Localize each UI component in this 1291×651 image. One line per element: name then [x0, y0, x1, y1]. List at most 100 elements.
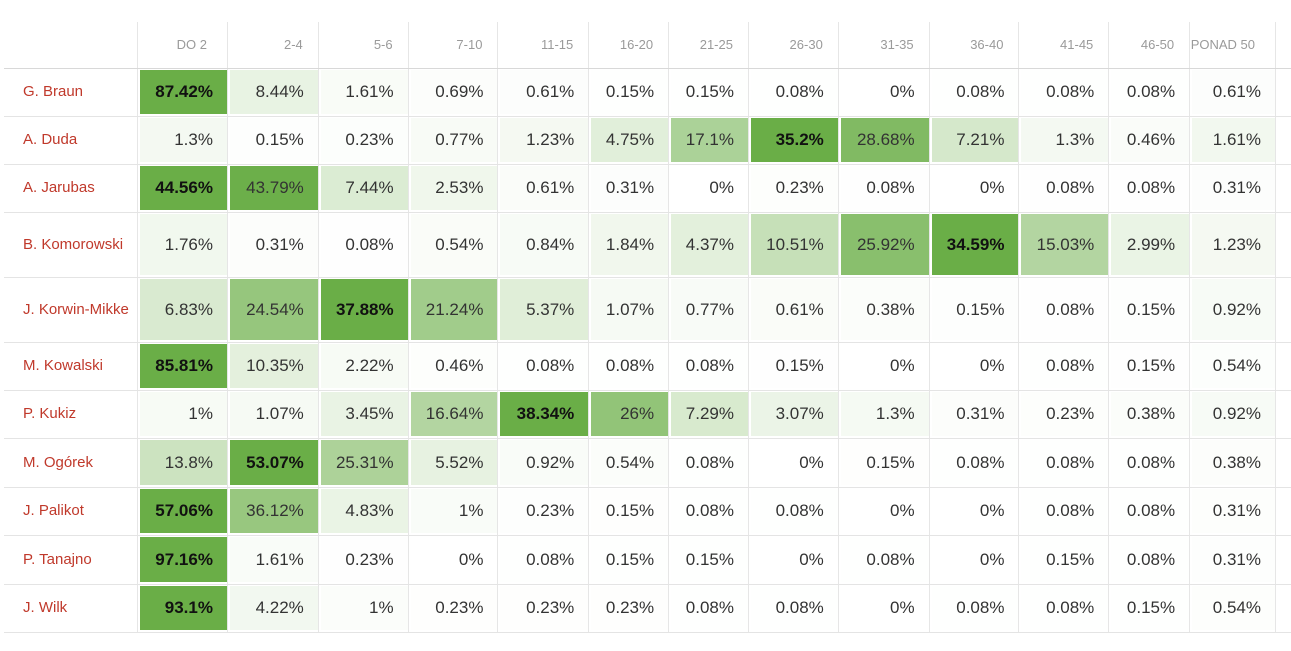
heatmap-cell: 0.08% [1018, 164, 1109, 213]
heatmap-cell: 10.35% [226, 342, 319, 391]
heatmap-cell: 0% [668, 164, 749, 213]
heatmap-cell: 15.03% [1018, 212, 1109, 278]
cell-value: 0.92% [500, 440, 589, 485]
cell-value: 0.08% [671, 440, 748, 485]
heatmap-cell: 0.08% [668, 584, 749, 633]
heatmap-cell: 1.3% [137, 116, 228, 165]
heatmap-cell: 0.92% [1189, 277, 1276, 343]
cell-value: 0.46% [1111, 118, 1190, 162]
heatmap-cell: 0.31% [588, 164, 669, 213]
cell-value: 53.07% [229, 440, 318, 485]
candidate-name[interactable]: M. Ogórek [4, 438, 138, 488]
heatmap-cell: 0% [837, 487, 930, 536]
heatmap-cell: 87.42% [137, 68, 228, 117]
heatmap-cell: 0.08% [1108, 164, 1190, 213]
heatmap-cell: 0.54% [407, 212, 498, 278]
heatmap-cell: 0.08% [497, 342, 589, 391]
cell-value: 15.03% [1021, 214, 1109, 275]
candidate-name[interactable]: A. Jarubas [4, 164, 138, 213]
heatmap-cell: 0.69% [407, 68, 498, 117]
cell-value: 1.3% [840, 392, 929, 436]
cell-value: 13.8% [140, 440, 227, 485]
row-end [1275, 68, 1291, 117]
candidate-name[interactable]: J. Korwin-Mikke [4, 277, 138, 343]
heatmap-cell: 1.61% [1189, 116, 1276, 165]
heatmap-cell: 24.54% [226, 277, 319, 343]
heatmap-cell: 0.38% [1108, 390, 1190, 439]
cell-value: 38.34% [500, 392, 589, 436]
candidate-name[interactable]: P. Tanajno [4, 535, 138, 585]
heatmap-cell: 6.83% [137, 277, 228, 343]
heatmap-cell: 44.56% [137, 164, 228, 213]
heatmap-cell: 0.23% [407, 584, 498, 633]
cell-value: 44.56% [140, 166, 227, 210]
heatmap-cell: 0.54% [1189, 584, 1276, 633]
heatmap-cell: 1.07% [226, 390, 319, 439]
cell-value: 0.08% [840, 537, 929, 582]
cell-value: 0.08% [1111, 70, 1190, 114]
cell-value: 1.84% [591, 214, 669, 275]
table-row: P. Tanajno 97.16% 1.61% 0.23% 0% 0.08% 0.15% 0.… [4, 535, 1291, 585]
heatmap-cell: 1% [407, 487, 498, 536]
heatmap-cell: 0.61% [497, 164, 589, 213]
heatmap-cell: 5.37% [497, 277, 589, 343]
cell-value: 1.3% [140, 118, 227, 162]
cell-value: 0.61% [750, 279, 838, 340]
heatmap-cell: 25.92% [837, 212, 930, 278]
heatmap-cell: 0.15% [588, 535, 669, 585]
table-row: A. Jarubas 44.56% 43.79% 7.44% 2.53% 0.61% 0.3… [4, 164, 1291, 213]
cell-value: 1.76% [140, 214, 227, 275]
cell-value: 0.38% [840, 279, 929, 340]
heatmap-cell: 0.08% [668, 342, 749, 391]
cell-value: 0.08% [931, 440, 1019, 485]
table-row: M. Kowalski 85.81% 10.35% 2.22% 0.46% 0.08% 0.… [4, 342, 1291, 391]
heatmap-cell: 2.53% [407, 164, 498, 213]
heatmap-cell: 35.2% [747, 116, 839, 165]
heatmap-cell: 0.92% [1189, 390, 1276, 439]
candidate-name[interactable]: B. Komorowski [4, 212, 138, 278]
cell-value: 4.22% [229, 586, 318, 630]
cell-value: 85.81% [140, 344, 227, 388]
cell-value: 0.08% [931, 586, 1019, 630]
cell-value: 0% [671, 166, 748, 210]
cell-value: 0.31% [931, 392, 1019, 436]
heatmap-cell: 1% [317, 584, 409, 633]
cell-value: 3.07% [750, 392, 838, 436]
heatmap-cell: 0.15% [668, 68, 749, 117]
heatmap-cell: 10.51% [747, 212, 839, 278]
candidate-name[interactable]: G. Braun [4, 68, 138, 117]
cell-value: 1% [320, 586, 408, 630]
cell-value: 0.31% [591, 166, 669, 210]
cell-value: 35.2% [750, 118, 838, 162]
candidate-name[interactable]: J. Wilk [4, 584, 138, 633]
heatmap-cell: 0.46% [407, 342, 498, 391]
cell-value: 0.23% [320, 118, 408, 162]
table-row: J. Wilk 93.1% 4.22% 1% 0.23% 0.23% 0.23% 0.08% 0… [4, 584, 1291, 633]
heatmap-cell: 0.31% [1189, 164, 1276, 213]
heatmap-cell: 37.88% [317, 277, 409, 343]
cell-value: 0.23% [410, 586, 498, 630]
cell-value: 0% [931, 537, 1019, 582]
cell-value: 57.06% [140, 489, 227, 533]
cell-value: 0% [931, 489, 1019, 533]
heatmap-cell: 7.44% [317, 164, 409, 213]
cell-value: 25.92% [840, 214, 929, 275]
cell-value: 0.61% [500, 70, 589, 114]
candidate-name[interactable]: A. Duda [4, 116, 138, 165]
cell-value: 7.44% [320, 166, 408, 210]
candidate-name[interactable]: M. Kowalski [4, 342, 138, 391]
cell-value: 0.08% [500, 537, 589, 582]
candidate-name[interactable]: P. Kukiz [4, 390, 138, 439]
heatmap-cell: 5.52% [407, 438, 498, 488]
candidate-name[interactable]: J. Palikot [4, 487, 138, 536]
heatmap-cell: 3.45% [317, 390, 409, 439]
cell-value: 5.37% [500, 279, 589, 340]
cell-value: 0.54% [1192, 344, 1275, 388]
heatmap-cell: 0.54% [588, 438, 669, 488]
heatmap-cell: 0% [837, 584, 930, 633]
heatmap-cell: 2.99% [1108, 212, 1190, 278]
cell-value: 0.31% [1192, 166, 1275, 210]
heatmap-cell: 4.83% [317, 487, 409, 536]
cell-value: 2.99% [1111, 214, 1190, 275]
heatmap-cell: 0.61% [1189, 68, 1276, 117]
